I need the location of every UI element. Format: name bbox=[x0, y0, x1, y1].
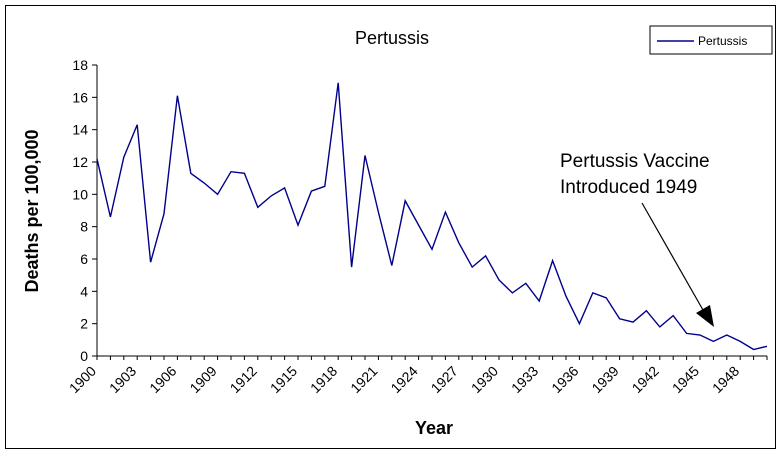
x-tick-label: 1906 bbox=[146, 363, 179, 396]
data-point bbox=[135, 123, 139, 127]
data-point bbox=[109, 215, 113, 219]
y-tick-label: 6 bbox=[80, 251, 88, 267]
x-tick-label: 1933 bbox=[508, 363, 541, 396]
y-tick-label: 14 bbox=[72, 122, 88, 138]
legend-label: Pertussis bbox=[698, 34, 747, 48]
chart-frame bbox=[5, 5, 776, 449]
data-point bbox=[283, 186, 287, 190]
x-tick-label: 1942 bbox=[629, 363, 662, 396]
x-tick-label: 1915 bbox=[267, 363, 300, 396]
data-point bbox=[618, 317, 622, 321]
y-tick-label: 2 bbox=[80, 316, 88, 332]
data-point bbox=[403, 199, 407, 203]
annotation-line-2: Introduced 1949 bbox=[560, 177, 697, 198]
data-point bbox=[176, 94, 180, 98]
annotation: Pertussis Vaccine Introduced 1949 bbox=[560, 151, 714, 327]
chart-title: Pertussis bbox=[355, 28, 429, 48]
data-point bbox=[444, 210, 448, 214]
data-point bbox=[390, 264, 394, 268]
y-tick-label: 12 bbox=[72, 154, 88, 170]
data-point bbox=[296, 223, 300, 227]
x-tick-label: 1900 bbox=[66, 363, 99, 396]
x-tick-label: 1930 bbox=[468, 363, 501, 396]
data-point bbox=[417, 223, 421, 227]
x-tick-label: 1918 bbox=[307, 363, 340, 396]
data-point bbox=[765, 345, 769, 349]
data-point bbox=[511, 291, 515, 295]
data-point bbox=[578, 322, 582, 326]
y-tick-label: 4 bbox=[80, 283, 88, 299]
data-point bbox=[202, 181, 206, 185]
data-point bbox=[738, 340, 742, 344]
data-point bbox=[377, 210, 381, 214]
annotation-arrow-line bbox=[641, 202, 704, 311]
x-tick-label: 1909 bbox=[186, 363, 219, 396]
y-tick-label: 16 bbox=[72, 89, 88, 105]
x-tick-label: 1948 bbox=[709, 363, 742, 396]
y-axis-title: Deaths per 100,000 bbox=[22, 129, 42, 292]
y-tick-label: 18 bbox=[72, 57, 88, 73]
data-point bbox=[216, 193, 220, 197]
data-point bbox=[310, 189, 314, 193]
data-point bbox=[457, 241, 461, 245]
data-point bbox=[243, 172, 247, 176]
data-point bbox=[524, 281, 528, 285]
data-point bbox=[497, 278, 501, 282]
x-tick-label: 1912 bbox=[227, 363, 260, 396]
data-point bbox=[336, 81, 340, 85]
data-point bbox=[323, 184, 327, 188]
annotation-line-1: Pertussis Vaccine bbox=[560, 151, 710, 172]
data-point bbox=[752, 348, 756, 352]
x-axis-title: Year bbox=[415, 418, 453, 438]
data-point bbox=[269, 194, 273, 198]
data-point bbox=[430, 248, 434, 252]
x-tick-label: 1945 bbox=[669, 363, 702, 396]
data-point bbox=[604, 296, 608, 300]
x-tick-label: 1927 bbox=[428, 363, 461, 396]
legend-box bbox=[649, 25, 773, 55]
data-point bbox=[470, 265, 474, 269]
data-point bbox=[229, 170, 233, 174]
y-tick-label: 8 bbox=[80, 219, 88, 235]
data-point bbox=[685, 332, 689, 336]
data-point bbox=[631, 320, 635, 324]
y-tick-label: 10 bbox=[72, 186, 88, 202]
data-point bbox=[537, 299, 541, 303]
series-line-pertussis bbox=[96, 82, 768, 351]
x-tick-label: 1939 bbox=[588, 363, 621, 396]
data-point bbox=[122, 155, 126, 159]
data-point bbox=[484, 254, 488, 258]
data-point bbox=[551, 259, 555, 263]
data-point bbox=[725, 333, 729, 337]
x-tick-label: 1921 bbox=[347, 363, 380, 396]
data-point bbox=[95, 157, 99, 161]
data-point bbox=[162, 212, 166, 216]
data-point bbox=[149, 260, 153, 264]
data-point bbox=[256, 205, 260, 209]
data-point bbox=[189, 172, 193, 176]
annotation-arrow-head bbox=[696, 305, 714, 327]
data-point bbox=[564, 294, 568, 298]
y-tick-label: 0 bbox=[80, 348, 88, 364]
legend: Pertussis bbox=[649, 25, 773, 55]
data-point bbox=[658, 325, 662, 329]
data-point bbox=[712, 340, 716, 344]
x-tick-label: 1936 bbox=[548, 363, 581, 396]
series-group bbox=[95, 81, 769, 352]
data-point bbox=[698, 333, 702, 337]
axes bbox=[96, 65, 767, 357]
data-point bbox=[645, 309, 649, 313]
data-point bbox=[671, 314, 675, 318]
data-point bbox=[591, 291, 595, 295]
x-tick-label: 1903 bbox=[106, 363, 139, 396]
x-tick-label: 1924 bbox=[387, 363, 420, 396]
data-point bbox=[363, 154, 367, 158]
data-point bbox=[350, 265, 354, 269]
